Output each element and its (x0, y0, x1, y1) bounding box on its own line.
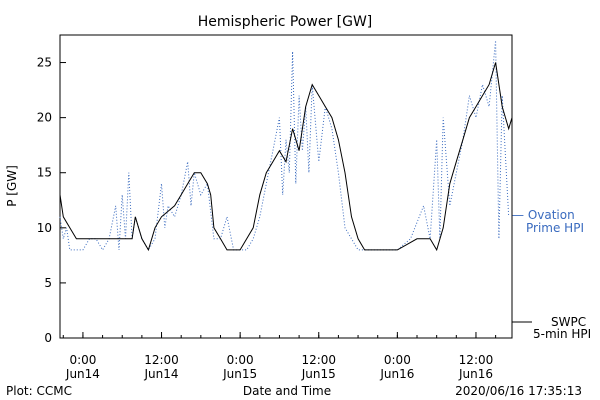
x-tick-time-label: 12:00 (459, 353, 494, 367)
y-tick-label: 0 (44, 331, 52, 345)
y-tick-label: 20 (37, 111, 52, 125)
x-axis-label: Date and Time (243, 384, 331, 398)
x-tick-date-label: Jun14 (144, 367, 179, 381)
legend-swpc-line1: SWPC (551, 315, 586, 329)
legend-ovation: — Ovation Prime HPI (512, 208, 584, 235)
x-tick-time-label: 0:00 (69, 353, 96, 367)
x-tick-time-label: 0:00 (227, 353, 254, 367)
x-tick-date-label: Jun14 (65, 367, 100, 381)
chart-title: Hemispheric Power [GW] (198, 14, 373, 30)
y-axis-label: P [GW] (5, 165, 19, 207)
legend-swpc: SWPC 5-min HPI (512, 315, 591, 341)
y-tick-label: 25 (37, 56, 52, 70)
y-tick-label: 10 (37, 221, 52, 235)
x-tick-date-label: Jun16 (458, 367, 493, 381)
footer-timestamp: 2020/06/16 17:35:13 (455, 384, 582, 398)
legend-ovation-line1: — Ovation (512, 208, 575, 222)
x-tick-date-label: Jun15 (301, 367, 336, 381)
x-axis: 0:00Jun1412:00Jun140:00Jun1512:00Jun150:… (62, 332, 497, 381)
series-ovation-prime-line (59, 40, 510, 251)
y-tick-label: 5 (44, 276, 52, 290)
x-tick-date-label: Jun15 (222, 367, 257, 381)
series-swpc-line (59, 62, 513, 252)
legend-ovation-line2: Prime HPI (526, 221, 584, 235)
legend-swpc-line2: 5-min HPI (533, 327, 591, 341)
y-tick-label: 15 (37, 166, 52, 180)
x-tick-date-label: Jun16 (379, 367, 414, 381)
x-tick-time-label: 12:00 (301, 353, 336, 367)
series-layer (59, 40, 513, 252)
x-tick-time-label: 12:00 (144, 353, 179, 367)
x-tick-time-label: 0:00 (384, 353, 411, 367)
footer-credit: Plot: CCMC (6, 384, 72, 398)
y-axis: 0 5 10 15 20 25 (37, 56, 66, 345)
plot-frame (59, 34, 513, 339)
